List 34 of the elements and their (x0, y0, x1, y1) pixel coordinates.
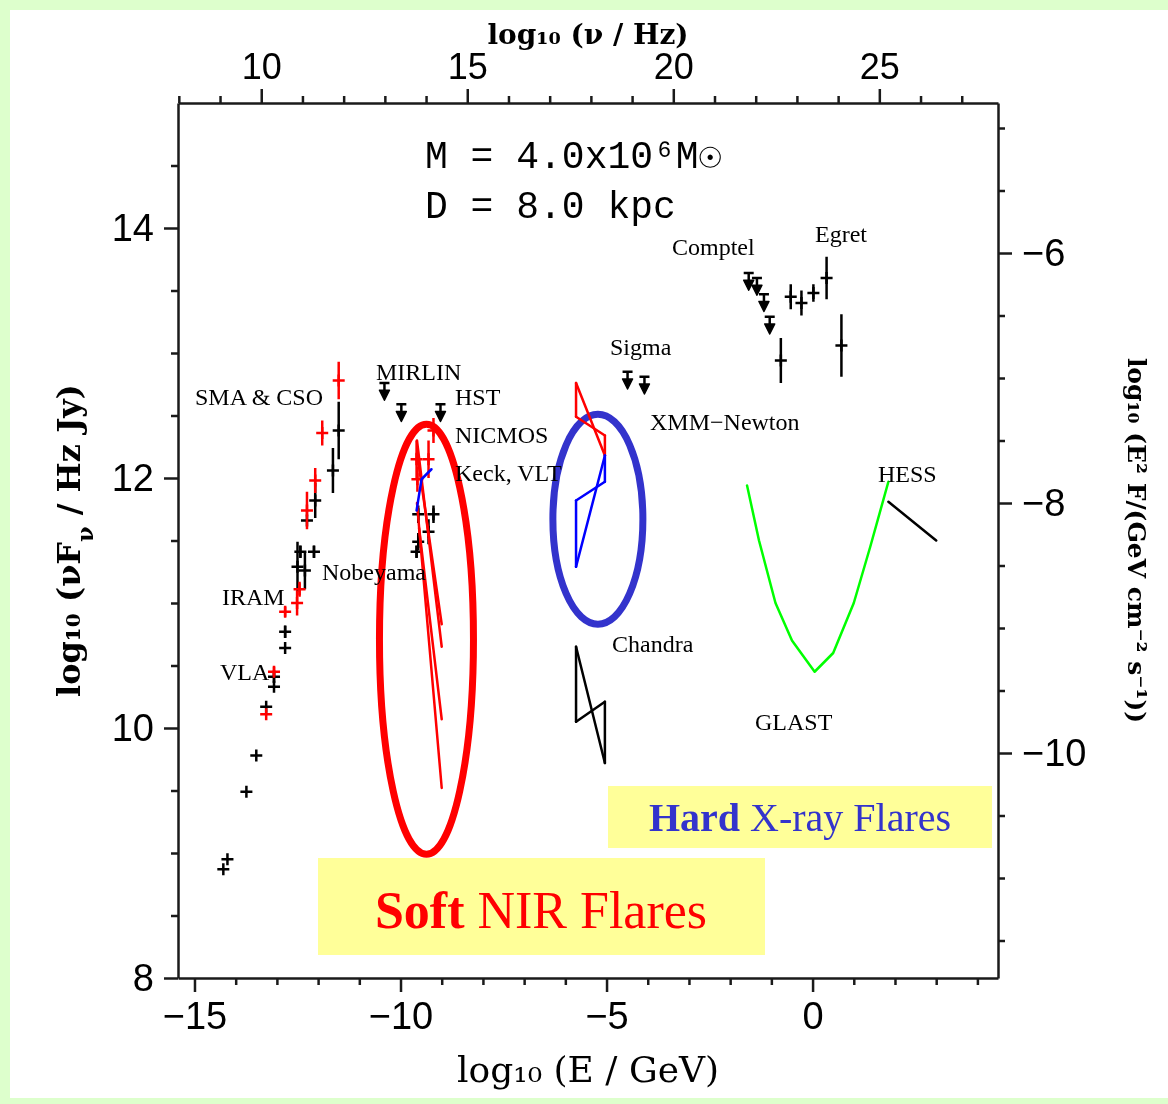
y-tick-label: 14 (111, 206, 154, 249)
annotation: M = 4.0x10⁶M☉ (425, 136, 722, 179)
x2-tick-label: 15 (447, 46, 488, 87)
y-tick-label: 12 (111, 456, 154, 499)
x-tick-label: −5 (585, 994, 629, 1037)
y2-tick-label: −8 (1022, 481, 1066, 524)
annotation: XMM−Newton (650, 409, 800, 435)
annotation: Egret (815, 221, 868, 247)
annotation: Hard X-ray Flares (648, 795, 952, 840)
annotation: Soft NIR Flares (374, 882, 708, 939)
x2-tick-label: 10 (241, 46, 282, 87)
annotation: MIRLIN (376, 359, 462, 385)
x-tick-label: −10 (368, 994, 434, 1037)
annotation: GLAST (755, 709, 833, 735)
annotation: NICMOS (455, 422, 549, 448)
annotation: Comptel (672, 234, 755, 260)
y-tick-label: 8 (132, 956, 154, 999)
annotation: IRAM (222, 584, 285, 610)
y2-tick-label: −10 (1022, 731, 1087, 774)
x-tick-label: 0 (802, 994, 824, 1037)
x-tick-label: −15 (162, 994, 228, 1037)
x2-tick-label: 25 (859, 46, 900, 87)
annotation: HESS (878, 461, 937, 487)
annotation: SMA & CSO (195, 384, 324, 410)
annotation: VLA (220, 659, 270, 685)
annotation: D = 8.0 kpc (425, 186, 676, 229)
annotation: Chandra (612, 631, 694, 657)
y2-axis-title: log₁₀ (E² F/(GeV cm⁻² s⁻¹)) (1122, 357, 1151, 724)
y2-tick-label: −6 (1022, 231, 1066, 274)
x2-axis-title: log₁₀ (ν / Hz) (487, 18, 689, 51)
x-axis-title: log₁₀ (E / GeV) (457, 1049, 719, 1090)
annotation: HST (455, 384, 501, 410)
annotation: Sigma (610, 334, 672, 360)
y-tick-label: 10 (111, 706, 154, 749)
